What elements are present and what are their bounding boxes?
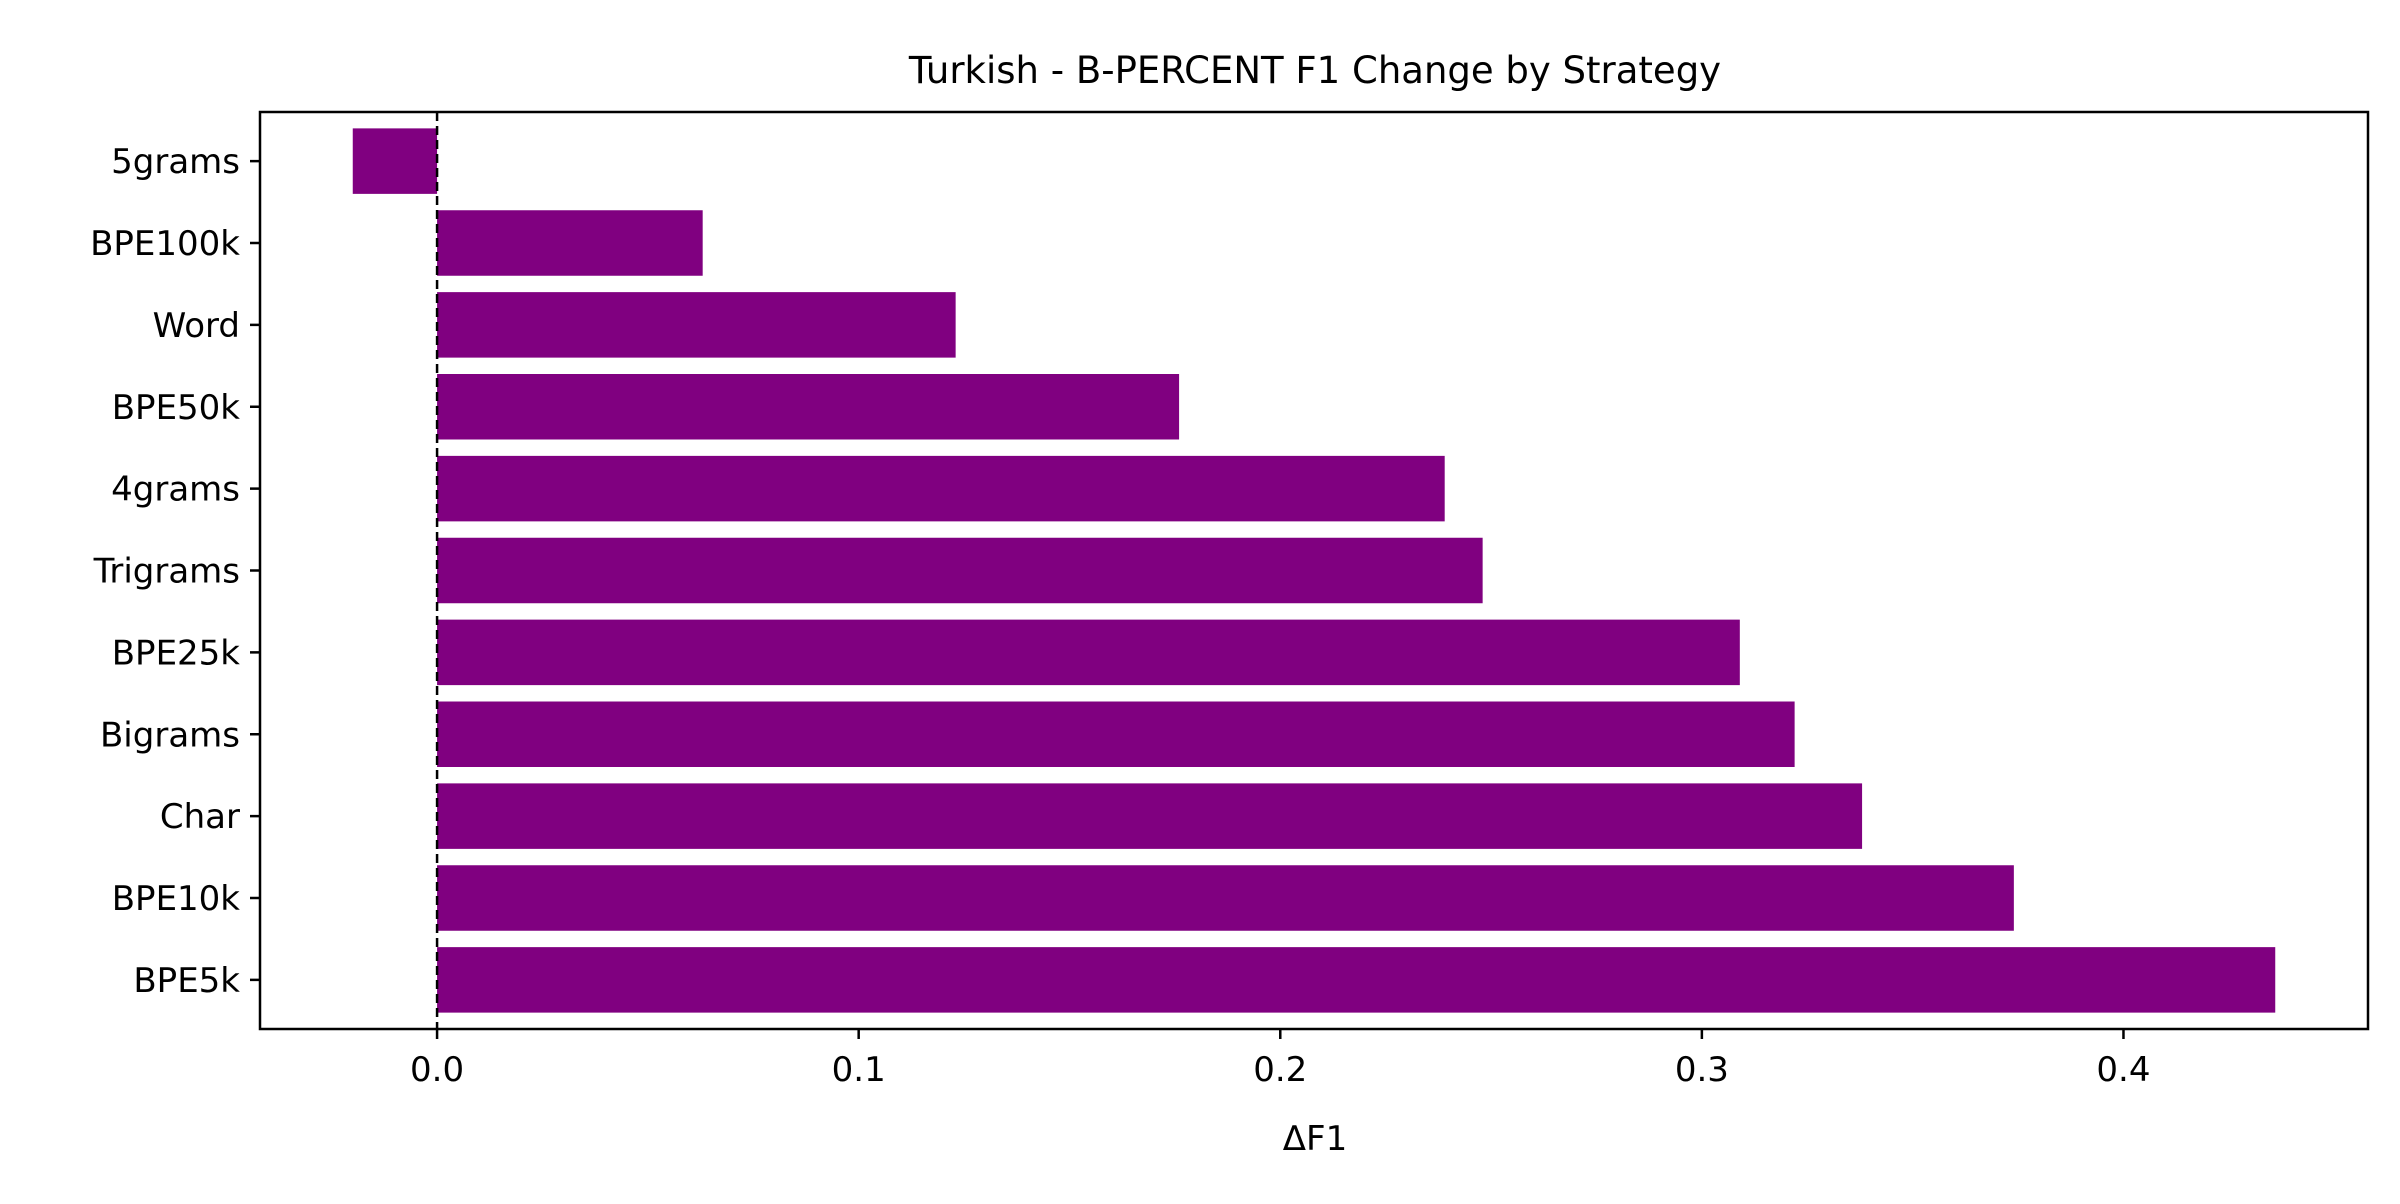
y-tick-label: 5grams xyxy=(111,142,240,182)
y-tick-label: BPE100k xyxy=(90,224,240,264)
x-axis: 0.0 0.1 0.2 0.3 0.4 xyxy=(410,1029,2151,1090)
y-tick-label: Trigrams xyxy=(93,552,240,592)
y-tick-label: BPE50k xyxy=(112,388,241,428)
y-tick-label: BPE10k xyxy=(112,879,241,919)
x-axis-label: ΔF1 xyxy=(1283,1119,1347,1159)
chart-title: Turkish - B-PERCENT F1 Change by Strateg… xyxy=(908,49,1721,92)
y-axis: 5grams BPE100k Word BPE50k 4grams Trigrams BPE… xyxy=(90,142,260,1001)
bar-4grams xyxy=(437,455,1445,522)
bar-word xyxy=(437,292,956,358)
x-tick-label: 0.2 xyxy=(1253,1050,1307,1090)
y-tick-label: Char xyxy=(160,797,240,837)
bar-bpe10k xyxy=(437,865,2014,931)
x-tick-label: 0.0 xyxy=(410,1050,464,1090)
y-tick-label: BPE5k xyxy=(133,961,240,1001)
bar-bpe5k xyxy=(437,947,2276,1013)
x-tick-label: 0.3 xyxy=(1675,1050,1729,1090)
x-tick-label: 0.4 xyxy=(2096,1050,2150,1090)
bar-bpe25k xyxy=(437,619,1740,686)
bar-bpe50k xyxy=(437,374,1180,440)
bar-char xyxy=(437,783,1863,849)
bar-trigrams xyxy=(437,537,1483,604)
y-tick-label: 4grams xyxy=(111,470,240,510)
bar-5grams xyxy=(352,128,438,194)
y-tick-label: BPE25k xyxy=(112,633,241,673)
bar-bigrams xyxy=(437,701,1795,767)
bars-layer xyxy=(352,128,2276,1013)
x-tick-label: 0.1 xyxy=(832,1050,886,1090)
bar-bpe100k xyxy=(437,210,703,276)
y-tick-label: Bigrams xyxy=(100,715,240,755)
y-tick-label: Word xyxy=(153,306,240,346)
